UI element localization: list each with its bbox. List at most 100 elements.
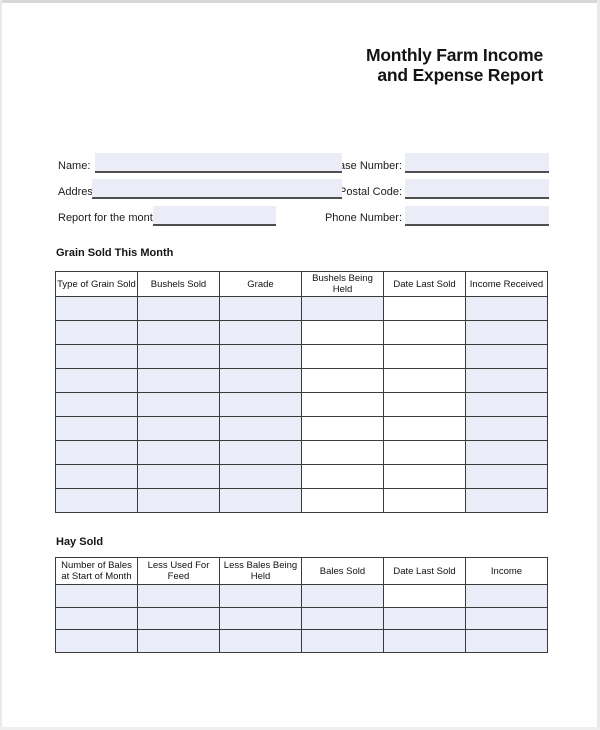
grain-table-cell-r0c1[interactable] — [137, 296, 220, 321]
grain-table-header-row: Type of Grain Sold Bushels Sold Grade Bushe… — [55, 271, 548, 297]
grain-table-cell-r5c1[interactable] — [137, 416, 220, 441]
grain-table-cell-r2c4 — [383, 344, 466, 369]
hay-table-cell-r2c5[interactable] — [465, 629, 548, 653]
grain-table-cell-r1c4 — [383, 320, 466, 345]
grain-table-cell-r7c4 — [383, 464, 466, 489]
hay-table-cell-r1c4[interactable] — [383, 606, 466, 630]
grain-table-cell-r2c5[interactable] — [465, 344, 548, 369]
grain-table-row-6 — [55, 440, 548, 465]
grain-table-cell-r0c5[interactable] — [465, 296, 548, 321]
address-input[interactable] — [92, 179, 342, 199]
grain-section-title: Grain Sold This Month — [56, 247, 174, 259]
grain-table-cell-r6c1[interactable] — [137, 440, 220, 465]
name-input[interactable] — [95, 153, 342, 173]
phone-number-input[interactable] — [405, 206, 549, 226]
grain-table-cell-r6c5[interactable] — [465, 440, 548, 465]
hay-table-cell-r0c0[interactable] — [55, 584, 138, 608]
hay-table-cell-r2c3[interactable] — [301, 629, 384, 653]
grain-table-cell-r5c4 — [383, 416, 466, 441]
hay-section-title: Hay Sold — [56, 536, 104, 548]
grain-table-cell-r4c1[interactable] — [137, 392, 220, 417]
grain-table-cell-r4c5[interactable] — [465, 392, 548, 417]
postal-code-label: Postal Code: — [339, 186, 402, 198]
grain-table-cell-r0c3[interactable] — [301, 296, 384, 321]
grain-table-cell-r4c0[interactable] — [55, 392, 138, 417]
grain-table-header-4: Date Last Sold — [383, 271, 466, 297]
grain-table-cell-r3c0[interactable] — [55, 368, 138, 393]
grain-table-cell-r1c2[interactable] — [219, 320, 302, 345]
grain-table-row-7 — [55, 464, 548, 489]
hay-table-cell-r0c1[interactable] — [137, 584, 220, 608]
hay-table-cell-r0c3[interactable] — [301, 584, 384, 608]
hay-table-cell-r1c5[interactable] — [465, 606, 548, 630]
grain-table-cell-r6c4 — [383, 440, 466, 465]
grain-table-cell-r1c5[interactable] — [465, 320, 548, 345]
grain-table-cell-r2c1[interactable] — [137, 344, 220, 369]
grain-table-cell-r2c0[interactable] — [55, 344, 138, 369]
hay-table-cell-r1c1[interactable] — [137, 606, 220, 630]
grain-table-cell-r3c4 — [383, 368, 466, 393]
grain-table-cell-r8c2[interactable] — [219, 488, 302, 513]
hay-table-header-0: Number of Bales at Start of Month — [55, 557, 138, 585]
grain-table-cell-r8c0[interactable] — [55, 488, 138, 513]
hay-table-header-3: Bales Sold — [301, 557, 384, 585]
report-month-input[interactable] — [153, 206, 276, 226]
grain-table-cell-r7c5[interactable] — [465, 464, 548, 489]
hay-table-cell-r2c1[interactable] — [137, 629, 220, 653]
hay-table-cell-r2c0[interactable] — [55, 629, 138, 653]
document-title-line2: and Expense Report — [377, 65, 543, 85]
hay-table-header-row: Number of Bales at Start of Month Less Us… — [55, 557, 548, 585]
page-edge-left — [0, 0, 2, 730]
grain-table-cell-r3c2[interactable] — [219, 368, 302, 393]
case-number-input[interactable] — [405, 153, 549, 173]
grain-table-cell-r5c5[interactable] — [465, 416, 548, 441]
name-label: Name: — [58, 160, 91, 172]
grain-table-row-3 — [55, 368, 548, 393]
grain-table-cell-r4c4 — [383, 392, 466, 417]
grain-table-cell-r2c3 — [301, 344, 384, 369]
hay-table-cell-r2c2[interactable] — [219, 629, 302, 653]
hay-table-cell-r0c2[interactable] — [219, 584, 302, 608]
grain-table-cell-r7c2[interactable] — [219, 464, 302, 489]
hay-table-cell-r1c2[interactable] — [219, 606, 302, 630]
hay-table-header-2: Less Bales Being Held — [219, 557, 302, 585]
grain-table-cell-r5c0[interactable] — [55, 416, 138, 441]
hay-table-cell-r0c5[interactable] — [465, 584, 548, 608]
grain-table-row-8 — [55, 488, 548, 513]
grain-table-cell-r6c2[interactable] — [219, 440, 302, 465]
grain-table-cell-r8c5[interactable] — [465, 488, 548, 513]
hay-table-cell-r1c3[interactable] — [301, 606, 384, 630]
grain-table-header-5: Income Received — [465, 271, 548, 297]
grain-table-cell-r4c2[interactable] — [219, 392, 302, 417]
hay-table-cell-r1c0[interactable] — [55, 606, 138, 630]
grain-table-cell-r0c2[interactable] — [219, 296, 302, 321]
hay-table-row-0 — [55, 584, 548, 608]
grain-table: Type of Grain Sold Bushels Sold Grade Bushe… — [55, 271, 548, 513]
grain-table-cell-r5c2[interactable] — [219, 416, 302, 441]
grain-table-cell-r0c0[interactable] — [55, 296, 138, 321]
phone-number-label: Phone Number: — [324, 212, 402, 224]
grain-table-cell-r6c3 — [301, 440, 384, 465]
grain-table-cell-r1c0[interactable] — [55, 320, 138, 345]
grain-table-row-0 — [55, 296, 548, 321]
grain-table-cell-r1c1[interactable] — [137, 320, 220, 345]
hay-table-cell-r0c4 — [383, 584, 466, 608]
case-number-label: Case Number: — [331, 160, 402, 172]
grain-table-row-1 — [55, 320, 548, 345]
hay-table-row-1 — [55, 606, 548, 630]
grain-table-cell-r6c0[interactable] — [55, 440, 138, 465]
grain-table-cell-r2c2[interactable] — [219, 344, 302, 369]
grain-table-cell-r8c3 — [301, 488, 384, 513]
grain-table-cell-r7c0[interactable] — [55, 464, 138, 489]
grain-table-cell-r8c1[interactable] — [137, 488, 220, 513]
grain-table-row-5 — [55, 416, 548, 441]
hay-table-cell-r2c4[interactable] — [383, 629, 466, 653]
postal-code-input[interactable] — [405, 179, 549, 199]
grain-table-cell-r7c1[interactable] — [137, 464, 220, 489]
grain-table-row-2 — [55, 344, 548, 369]
hay-table-row-2 — [55, 629, 548, 653]
grain-table-cell-r3c5[interactable] — [465, 368, 548, 393]
document-title: Monthly Farm Income and Expense Report — [366, 45, 543, 85]
grain-table-cell-r3c1[interactable] — [137, 368, 220, 393]
